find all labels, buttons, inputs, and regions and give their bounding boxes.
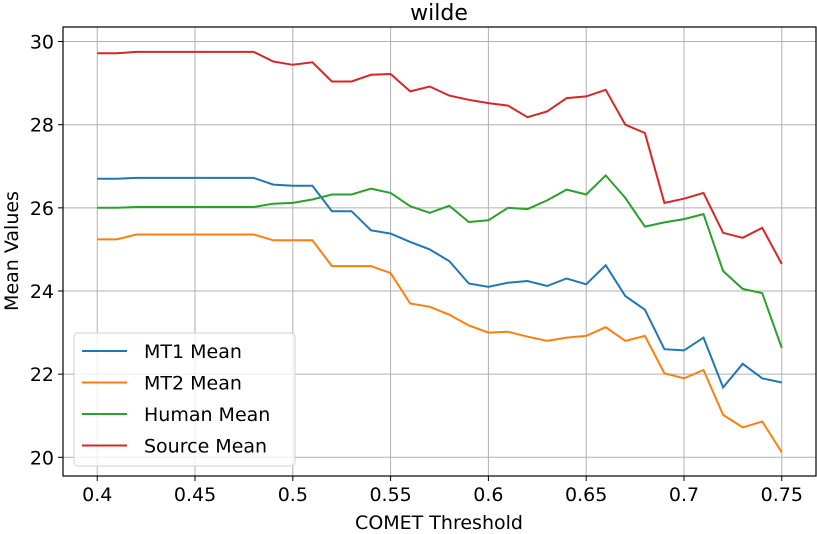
- axis-ticks: 0.4 0.45 0.5 0.55 0.6 0.65 0.7 0.75 20 22 24 26 28 30: [30, 32, 803, 506]
- series-lines: [97, 50, 783, 453]
- legend-box: [73, 332, 296, 467]
- y-tick-label: 24: [30, 281, 54, 303]
- series-line-human-mean: [97, 173, 783, 349]
- legend-label: Human Mean: [144, 404, 270, 426]
- y-tick-label: 22: [30, 364, 54, 386]
- x-tick-label: 0.7: [669, 484, 699, 506]
- y-tick-label: 26: [30, 198, 54, 220]
- x-tick-label: 0.55: [369, 484, 411, 506]
- x-tick-label: 0.4: [82, 484, 112, 506]
- x-tick-label: 0.6: [473, 484, 503, 506]
- legend-label: MT2 Mean: [144, 373, 242, 395]
- series-line-mt2-mean: [97, 233, 783, 453]
- series-line-mt1-mean: [97, 176, 783, 390]
- x-tick-label: 0.45: [174, 484, 216, 506]
- legend-label: Source Mean: [144, 436, 267, 458]
- x-tick-label: 0.5: [278, 484, 308, 506]
- x-axis-label: COMET Threshold: [355, 512, 523, 534]
- y-tick-label: 28: [30, 115, 54, 137]
- x-tick-label: 0.75: [761, 484, 803, 506]
- x-tick-label: 0.65: [565, 484, 607, 506]
- y-tick-label: 30: [30, 32, 54, 54]
- legend: MT1 Mean MT2 Mean Human Mean Source Mean: [73, 332, 296, 467]
- plot-frame: [62, 26, 817, 477]
- series-line-source-mean: [97, 50, 783, 265]
- chart-title: wilde: [410, 1, 468, 26]
- y-tick-label: 20: [30, 447, 54, 469]
- y-axis-label: Mean Values: [1, 191, 23, 311]
- legend-label: MT1 Mean: [144, 341, 242, 363]
